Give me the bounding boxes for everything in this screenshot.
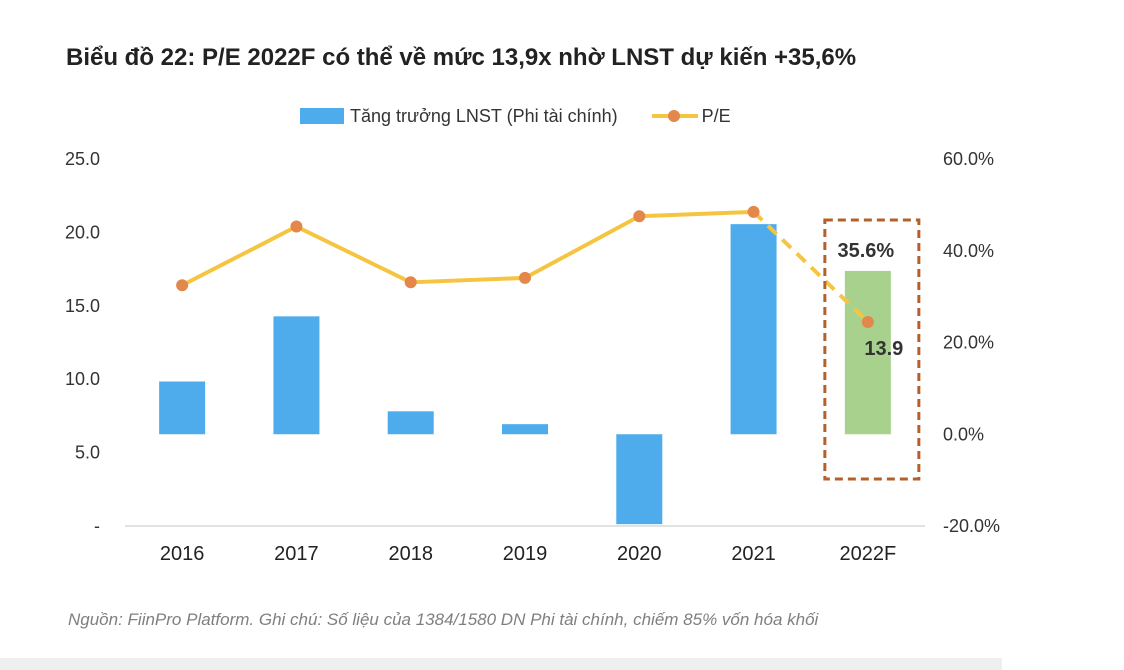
- pe-marker-2020: [633, 210, 646, 223]
- x-axis-tick-label: 2019: [503, 543, 548, 565]
- left-axis-tick-label: 20.0: [65, 222, 100, 242]
- growth-2022f-label: 35.6%: [837, 240, 894, 262]
- bar-growth-2016: [159, 381, 206, 435]
- legend: Tăng trưởng LNST (Phi tài chính) P/E: [300, 104, 731, 128]
- pe-2022f-label: 13.9: [864, 338, 903, 360]
- legend-line-label: P/E: [701, 105, 731, 126]
- bar-growth-2019: [502, 424, 548, 435]
- left-axis-tick-label: 5.0: [75, 443, 100, 463]
- x-axis-tick-label: 2018: [388, 543, 433, 565]
- right-axis-tick-label: -20.0%: [943, 516, 1000, 536]
- x-axis-tick-label: 2017: [274, 543, 319, 565]
- source-note: Nguồn: FiinPro Platform. Ghi chú: Số liệ…: [68, 610, 819, 629]
- footer-band: [0, 658, 1002, 670]
- legend-line-swatch: [651, 108, 698, 124]
- right-axis-tick-label: 20.0%: [943, 333, 994, 353]
- combo-chart: - 5.0 10.0 15.0 20.0 25.0 -20.0% 0.0% 20.0% 40.0%…: [65, 149, 1000, 565]
- bar-growth-2017: [273, 316, 320, 435]
- left-axis-tick-label: 15.0: [65, 296, 100, 316]
- pe-marker-2022F: [861, 315, 874, 328]
- bar-growth-2021: [730, 224, 777, 435]
- pe-marker-2019: [519, 271, 531, 284]
- legend-bar-label: Tăng trưởng LNST (Phi tài chính): [350, 105, 618, 126]
- chart-title: Biểu đồ 22: P/E 2022F có thể về mức 13,9…: [66, 44, 857, 71]
- right-axis-tick-label: 0.0%: [943, 424, 984, 444]
- x-axis-tick-label: 2020: [617, 543, 662, 565]
- x-axis-tick-label: 2016: [160, 543, 205, 565]
- x-axis-tick-label: 2021: [731, 543, 776, 565]
- right-axis-tick-label: 60.0%: [943, 149, 994, 169]
- x-axis-tick-label: 2022F: [839, 543, 896, 565]
- bar-growth-2022F: [844, 270, 891, 435]
- right-axis-tick-label: 40.0%: [943, 241, 994, 261]
- pe-marker-2021: [747, 205, 760, 218]
- pe-marker-2016: [176, 279, 189, 292]
- pe-line: [181, 209, 754, 288]
- left-axis-tick-label: 10.0: [65, 369, 100, 389]
- legend-bar-swatch: [300, 108, 344, 124]
- bar-growth-2018: [387, 411, 434, 435]
- bar-growth-2020: [616, 434, 663, 525]
- left-axis-tick-label: -: [94, 516, 100, 536]
- pe-marker-2017: [290, 220, 303, 233]
- forecast-highlight-box: [823, 218, 921, 481]
- pe-marker-2018: [404, 276, 417, 289]
- pe-line-forecast: [752, 210, 870, 324]
- left-axis-tick-label: 25.0: [65, 149, 100, 169]
